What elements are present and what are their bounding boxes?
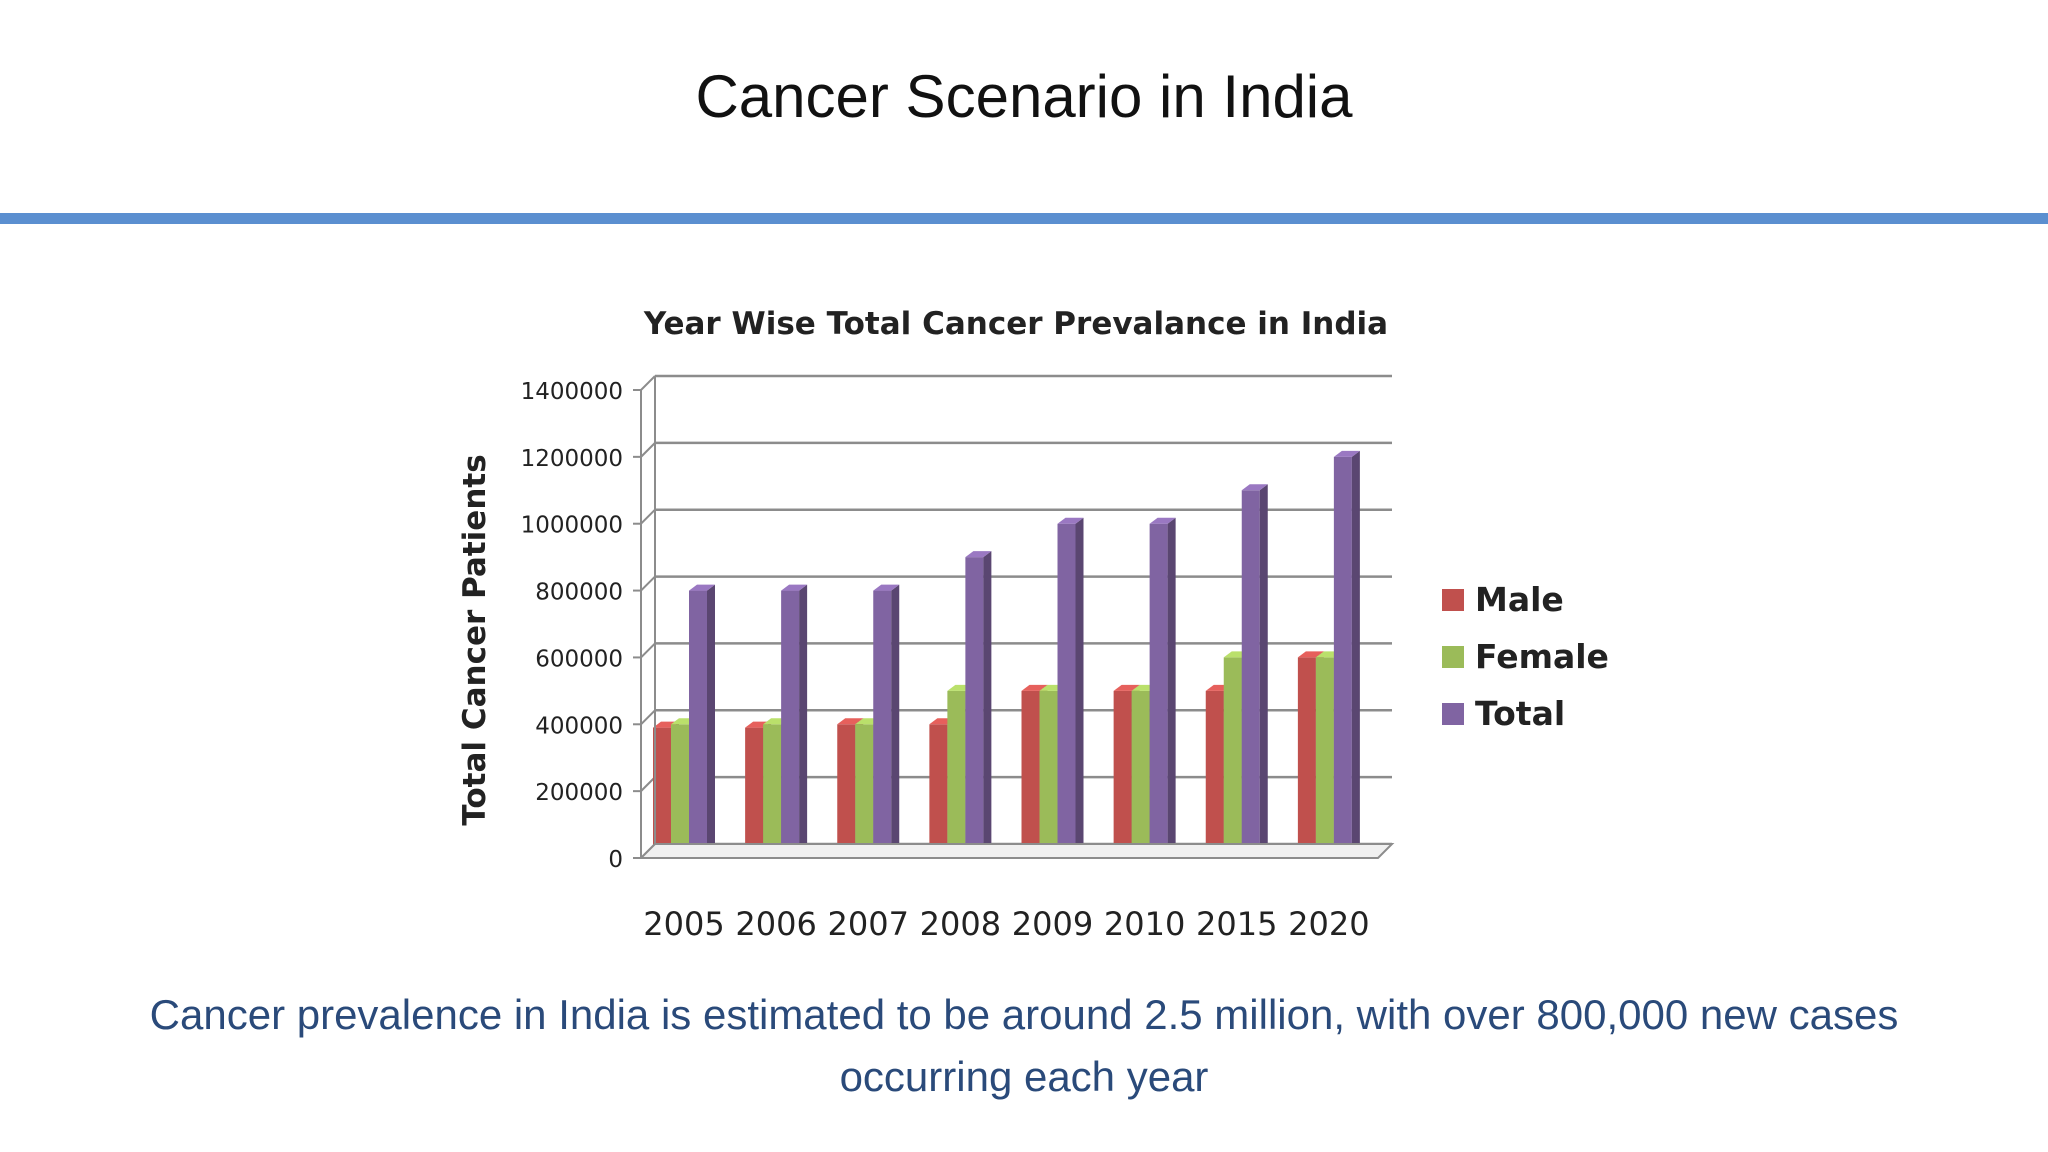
gridline-diag — [640, 375, 656, 391]
bar-front — [1297, 657, 1316, 858]
gridline-diag — [640, 709, 656, 725]
bar-front — [1315, 657, 1334, 858]
x-tick-label: 2015 — [1196, 905, 1277, 943]
bar-side — [1075, 517, 1084, 858]
bar-front — [947, 690, 966, 858]
bar-top — [781, 584, 808, 591]
bar-front — [1021, 690, 1040, 858]
y-tick-label: 1200000 — [521, 446, 623, 472]
y-axis-label: Total Cancer Patients — [457, 454, 493, 825]
y-tick-label: 400000 — [535, 713, 623, 739]
legend-label-male: Male — [1475, 580, 1564, 619]
bar-total-2005 — [689, 584, 715, 858]
x-tick-label: 2009 — [1012, 905, 1093, 943]
bar-side — [1351, 450, 1360, 858]
bar-total-2020 — [1333, 450, 1360, 858]
chart-axes: 0 200000 400000 600000 800000 1000000 1200000 1… — [521, 376, 1395, 943]
bar-front — [1131, 690, 1150, 858]
gridline-diag — [640, 442, 656, 458]
bar-front — [1149, 523, 1168, 858]
bar-total-2008 — [965, 551, 992, 858]
x-tick-label: 2008 — [920, 905, 1001, 943]
x-tick-label: 2020 — [1288, 905, 1369, 943]
bar-side — [707, 584, 715, 858]
caption-line-1: Cancer prevalence in India is estimated … — [149, 991, 1899, 1038]
bar-total-2010 — [1149, 517, 1176, 858]
bar-front — [781, 590, 800, 858]
bar-top — [873, 584, 900, 591]
bar-front — [873, 590, 892, 858]
bar-side — [1167, 517, 1176, 858]
bar-front — [1241, 490, 1260, 858]
bar-front — [929, 724, 948, 858]
bar-front — [965, 557, 984, 858]
slide-title: Cancer Scenario in India — [695, 63, 1353, 130]
y-tick-label: 0 — [608, 847, 623, 873]
bar-front — [1223, 657, 1242, 858]
bar-total-2007 — [873, 584, 900, 858]
chart-bars — [653, 450, 1360, 858]
chart-floor — [638, 843, 1395, 859]
legend-swatch-total — [1442, 703, 1464, 725]
bar-top — [689, 584, 715, 591]
bar-top — [1021, 684, 1048, 691]
bar-front — [1333, 456, 1352, 858]
y-tick-label: 800000 — [535, 580, 623, 606]
gridline-diag — [640, 575, 656, 592]
bar-front — [653, 727, 671, 858]
slide-caption: Cancer prevalence in India is estimated … — [40, 984, 2008, 1108]
bar-front — [1113, 690, 1132, 858]
bar-side — [799, 584, 808, 858]
gridline-diag — [640, 776, 656, 792]
chart-title: Year Wise Total Cancer Prevalance in Ind… — [643, 306, 1388, 342]
legend-label-total: Total — [1475, 694, 1565, 733]
bar-side — [983, 551, 992, 858]
gridline-diag — [640, 509, 656, 525]
y-tick-label: 200000 — [535, 780, 623, 806]
bar-side — [891, 584, 900, 858]
bar-side — [1259, 484, 1268, 858]
bar-total-2009 — [1057, 517, 1084, 858]
legend-swatch-female — [1442, 646, 1464, 668]
x-tick-label: 2006 — [735, 905, 816, 943]
bar-front — [671, 724, 689, 858]
bar-front — [855, 724, 874, 858]
bar-total-2006 — [781, 584, 808, 858]
bar-top — [1297, 651, 1324, 658]
bar-front — [745, 727, 764, 858]
bar-front — [763, 724, 782, 858]
legend-label-female: Female — [1475, 637, 1609, 676]
bar-front — [1205, 690, 1224, 858]
gridline-diag — [640, 642, 656, 659]
x-tick-label: 2010 — [1104, 905, 1185, 943]
bar-top — [1333, 450, 1360, 457]
bar-front — [837, 724, 856, 858]
bar-top — [1241, 484, 1268, 491]
bar-front — [1057, 523, 1076, 858]
chart-legend: Male Female Total — [1442, 580, 1609, 733]
bar-total-2015 — [1241, 484, 1268, 858]
x-tick-label: 2005 — [643, 905, 724, 943]
bar-top — [1057, 517, 1084, 524]
y-tick-label: 600000 — [535, 646, 623, 672]
y-tick-label: 1000000 — [521, 513, 623, 539]
title-divider — [0, 213, 2048, 224]
bar-front — [689, 590, 707, 858]
y-tick-label: 1400000 — [521, 379, 623, 405]
legend-swatch-male — [1442, 589, 1464, 611]
caption-line-2: occurring each year — [839, 1053, 1209, 1100]
x-tick-label: 2007 — [828, 905, 909, 943]
bar-front — [1039, 690, 1058, 858]
bar-top — [837, 718, 864, 725]
bar-top — [965, 551, 992, 558]
bar-top — [1113, 684, 1140, 691]
bar-top — [1149, 517, 1176, 524]
